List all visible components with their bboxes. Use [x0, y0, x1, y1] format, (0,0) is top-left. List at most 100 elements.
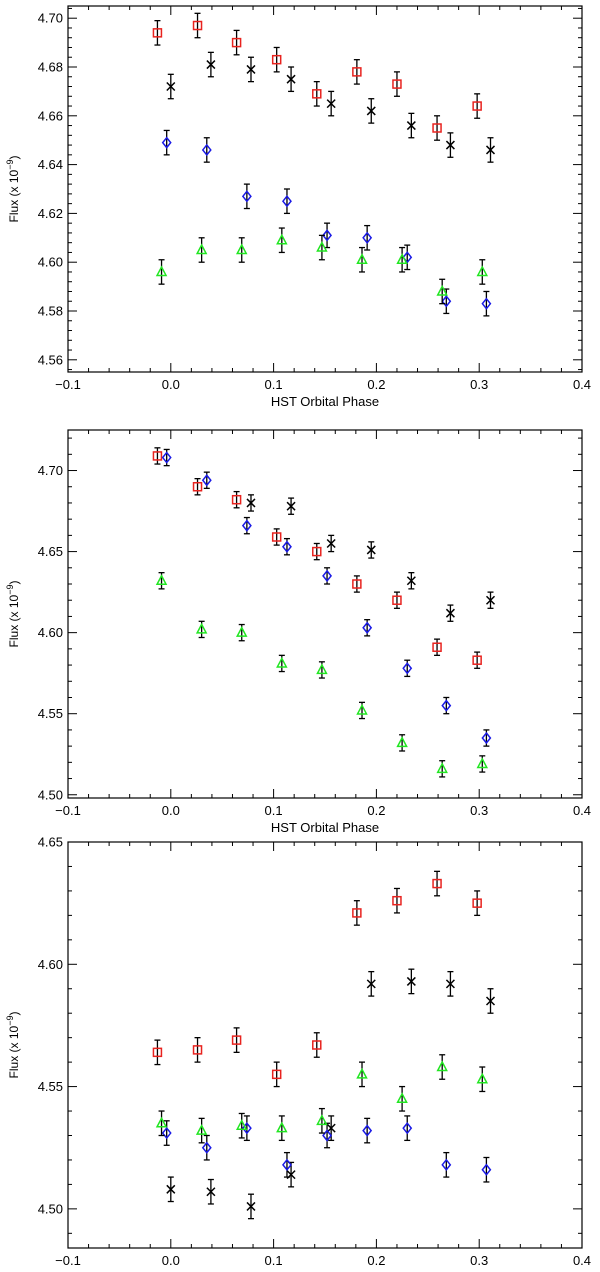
green-triangles-point [476, 755, 489, 773]
triangle-marker [436, 1060, 448, 1072]
green-triangles-point [155, 259, 168, 285]
black-crosses-point [246, 1193, 256, 1220]
red-squares-point [152, 19, 163, 46]
green-triangles-point [155, 572, 168, 590]
diamond-marker [161, 136, 172, 149]
black-crosses-point [286, 66, 296, 93]
cross-marker [445, 140, 455, 150]
blue-diamonds-point [441, 696, 452, 715]
black-crosses-point [445, 132, 455, 158]
blue-diamonds-point [282, 537, 292, 556]
cross-marker [445, 979, 455, 989]
cross-marker [166, 1184, 176, 1194]
diamond-marker [282, 194, 292, 208]
triangle-marker [195, 1123, 208, 1135]
y-tick-label: 4.60 [38, 625, 63, 640]
green-triangles-point [195, 620, 208, 639]
blue-diamonds-point [282, 1151, 292, 1178]
red-squares-point [392, 71, 402, 97]
diamond-marker [322, 229, 333, 242]
diamond-marker [362, 621, 373, 634]
x-tick-label: 0.0 [162, 803, 180, 818]
blue-diamonds-point [402, 244, 413, 271]
panel-middle: −0.1 0.0 0.1 0.2 0.3 0.4 4.50 4.55 4.60 4.65 4.70 H… [5, 429, 591, 835]
diamond-marker [161, 1126, 172, 1140]
cross-marker [286, 74, 296, 84]
x-tick-label: 0.0 [162, 1253, 180, 1268]
green-triangles-point [155, 1110, 168, 1137]
square-marker [392, 79, 402, 89]
blue-diamonds-point [201, 137, 212, 163]
square-marker [192, 481, 203, 492]
y-tick-label: 4.68 [38, 60, 63, 75]
blue-diamonds-point [241, 516, 252, 535]
diamond-marker [201, 474, 212, 487]
panel-top: −0.1 0.0 0.1 0.2 0.3 0.4 4.56 4.58 4.60 4.62 4.64 4… [5, 5, 591, 409]
square-marker [312, 546, 322, 557]
diamond-marker [402, 662, 413, 675]
blue-diamonds-point [161, 1120, 172, 1146]
black-crosses-point [485, 988, 496, 1014]
blue-diamonds-point [241, 183, 252, 210]
square-marker [392, 895, 402, 906]
black-crosses-point [286, 1161, 296, 1188]
x-tick-label: 0.1 [265, 803, 283, 818]
triangle-marker [276, 233, 288, 245]
diamond-marker [441, 295, 452, 308]
square-marker [152, 28, 163, 38]
y-tick-label: 4.64 [38, 157, 63, 172]
cross-marker [206, 60, 216, 70]
square-marker [152, 1047, 163, 1058]
green-triangles-point [195, 1117, 208, 1144]
red-squares-point [472, 890, 482, 917]
triangle-marker [396, 1092, 408, 1104]
x-tick-label: 0.3 [470, 1253, 488, 1268]
plot-frame [67, 429, 583, 799]
x-tick-label: 0.4 [573, 1253, 591, 1268]
cross-marker [406, 121, 416, 131]
triangle-marker [235, 626, 248, 637]
cross-marker [326, 538, 336, 549]
x-tick-label: 0.2 [367, 377, 385, 392]
diamond-marker [201, 1141, 212, 1154]
x-tick-label: −0.1 [55, 803, 81, 818]
diamond-marker [441, 699, 452, 712]
triangle-marker [476, 1072, 489, 1084]
cross-marker [366, 106, 376, 116]
green-triangles-point [276, 654, 288, 673]
red-squares-point [432, 870, 442, 897]
diamond-marker [481, 731, 492, 745]
y-tick-label: 4.65 [38, 544, 63, 559]
y-tick-label: 4.56 [38, 352, 63, 367]
blue-diamonds-point [362, 619, 373, 637]
red-squares-point [192, 477, 203, 496]
square-marker [432, 642, 442, 652]
x-tick-label: 0.2 [367, 1253, 385, 1268]
blue-diamonds-point [481, 729, 492, 747]
square-marker [192, 20, 203, 31]
diamond-marker [241, 190, 252, 203]
x-axis-label: HST Orbital Phase [271, 820, 379, 835]
panel-bottom: −0.1 0.0 0.1 0.2 0.3 0.4 4.50 4.55 4.60 4.65 HST O… [5, 835, 591, 1272]
green-triangles-point [316, 234, 328, 261]
red-squares-point [312, 1032, 322, 1058]
diamond-marker [362, 231, 373, 245]
square-marker [312, 89, 322, 99]
square-marker [152, 451, 163, 461]
red-squares-point [472, 93, 482, 119]
blue-diamonds-point [161, 448, 172, 467]
red-squares-point [231, 29, 242, 56]
y-tick-label: 4.70 [38, 463, 63, 478]
x-tick-label: 0.3 [470, 803, 488, 818]
y-axis-label: Flux (x 10−9) [5, 1012, 21, 1079]
cross-marker [485, 996, 496, 1006]
y-tick-label: 4.50 [38, 787, 63, 802]
black-crosses-point [206, 51, 216, 78]
cross-marker [366, 979, 376, 989]
square-marker [231, 37, 242, 48]
black-crosses-point [366, 98, 376, 124]
y-tick-label: 4.58 [38, 304, 63, 319]
triangle-marker [356, 703, 368, 715]
green-triangles-point [195, 237, 208, 263]
y-tick-label: 4.70 [38, 11, 63, 26]
